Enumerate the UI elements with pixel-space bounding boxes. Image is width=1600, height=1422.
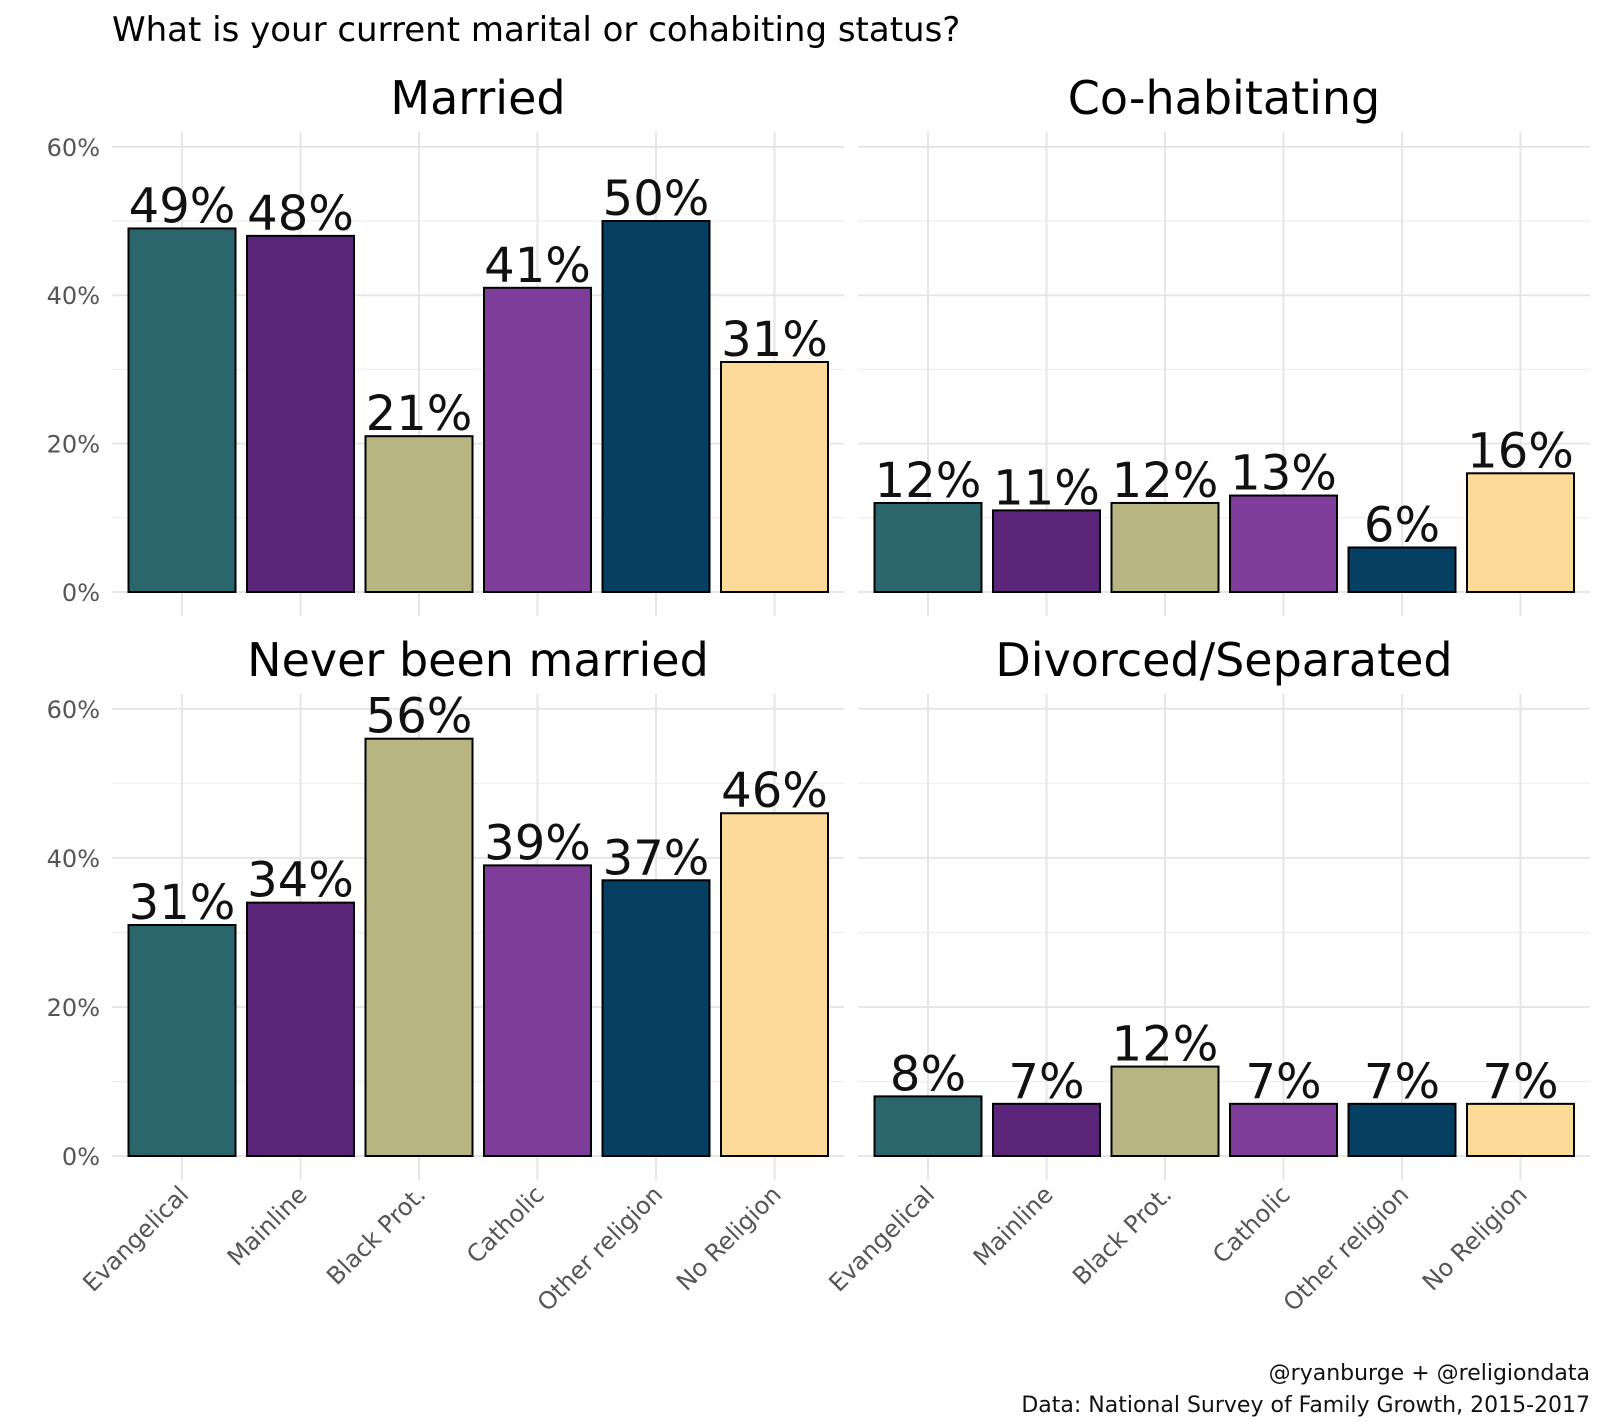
panel-title: Divorced/Separated [995,633,1452,687]
data-label: 21% [366,386,473,442]
data-label: 8% [890,1046,966,1102]
bar-married-black-prot [364,435,474,593]
bar-co-habitating-black-prot [1110,501,1220,593]
bar-divorced-separated-no-religion [1466,1102,1575,1158]
bar-co-habitating-evangelical [873,501,983,593]
y-tick-label: 60% [47,134,100,162]
bar-married-other-religion [601,220,711,593]
bar-co-habitating-mainline [992,509,1101,593]
y-tick-label: 60% [47,696,100,724]
data-label: 7% [1008,1054,1084,1110]
x-tick-label: No Religion [1417,1180,1533,1296]
data-label: 12% [875,453,982,509]
bar-never-been-married-no-religion [720,812,829,1158]
x-tick-label: Other religion [532,1180,668,1316]
bar-co-habitating-other-religion [1347,546,1457,594]
data-label: 13% [1230,446,1337,502]
data-label: 31% [129,875,236,931]
caption-source: Data: National Survey of Family Growth, … [1021,1393,1590,1418]
panel-title: Co-habitating [1068,71,1380,125]
bar-married-no-religion [720,361,829,593]
panel-married: Married 0% 20% 40% 60% 49% 48% 21% 41%50% 31% [47,71,844,616]
x-tick-label: Other religion [1278,1180,1414,1316]
bar-co-habitating-catholic [1229,494,1338,594]
data-label: 46% [721,763,828,819]
x-tick-label: Evangelical [823,1180,940,1297]
y-tick-label: 40% [47,282,100,310]
x-tick-label: No Religion [671,1180,787,1296]
caption-handles: @ryanburge + @religiondata [1269,1361,1590,1386]
x-tick-label: Mainline [222,1180,313,1271]
bar-married-evangelical [127,227,237,594]
data-label: 37% [603,830,710,886]
panels: Married 0% 20% 40% 60% 49% 48% 21% 41%50% 31% Co-h… [47,71,1590,1317]
panel-divorced-separated: Divorced/Separated 8% 7% 12% 7% 7% 7% Evangelic… [823,633,1590,1317]
bar-never-been-married-black-prot [364,737,474,1157]
data-label: 31% [721,312,828,368]
bar-co-habitating-no-religion [1466,472,1575,593]
bar-never-been-married-evangelical [127,924,237,1157]
y-tick-label: 20% [47,994,100,1022]
y-tick-label: 20% [47,431,100,459]
x-tick-label: Catholic [461,1180,550,1269]
panel-never-been-married: Never been married 0% 20% 40% 60% 31% 34% 56% 39… [47,633,844,1317]
y-tick-label: 0% [62,1143,100,1171]
panel-title: Never been married [247,633,709,687]
data-label: 39% [484,815,591,871]
data-label: 34% [247,853,354,909]
bar-divorced-separated-evangelical [873,1095,983,1157]
data-label: 11% [993,460,1100,516]
x-tick-label: Black Prot. [1067,1180,1177,1290]
y-tick-label: 40% [47,845,100,873]
data-label: 7% [1245,1054,1321,1110]
data-label: 6% [1364,497,1440,553]
y-tick-label: 0% [62,579,100,607]
data-label: 50% [603,171,710,227]
data-label: 7% [1364,1054,1440,1110]
data-label: 56% [366,689,473,745]
bar-divorced-separated-catholic [1229,1102,1338,1158]
data-label: 16% [1467,423,1574,479]
x-tick-label: Mainline [968,1180,1059,1271]
bar-divorced-separated-other-religion [1347,1102,1457,1158]
data-label: 49% [129,178,236,234]
x-tick-label: Black Prot. [321,1180,431,1290]
panel-title: Married [390,71,565,125]
x-tick-label: Catholic [1207,1180,1296,1269]
bar-married-catholic [483,286,592,593]
x-tick-label: Evangelical [77,1180,194,1297]
data-label: 12% [1112,1017,1219,1073]
bar-never-been-married-catholic [483,864,592,1157]
data-label: 7% [1482,1054,1558,1110]
data-label: 48% [247,186,354,242]
chart-title: What is your current marital or cohabiti… [112,10,960,50]
bar-never-been-married-mainline [246,901,355,1157]
bar-married-mainline [246,234,355,593]
bar-never-been-married-other-religion [601,879,711,1158]
bar-divorced-separated-black-prot [1110,1065,1220,1158]
data-label: 41% [484,238,591,294]
data-label: 12% [1112,453,1219,509]
bar-divorced-separated-mainline [992,1102,1101,1158]
